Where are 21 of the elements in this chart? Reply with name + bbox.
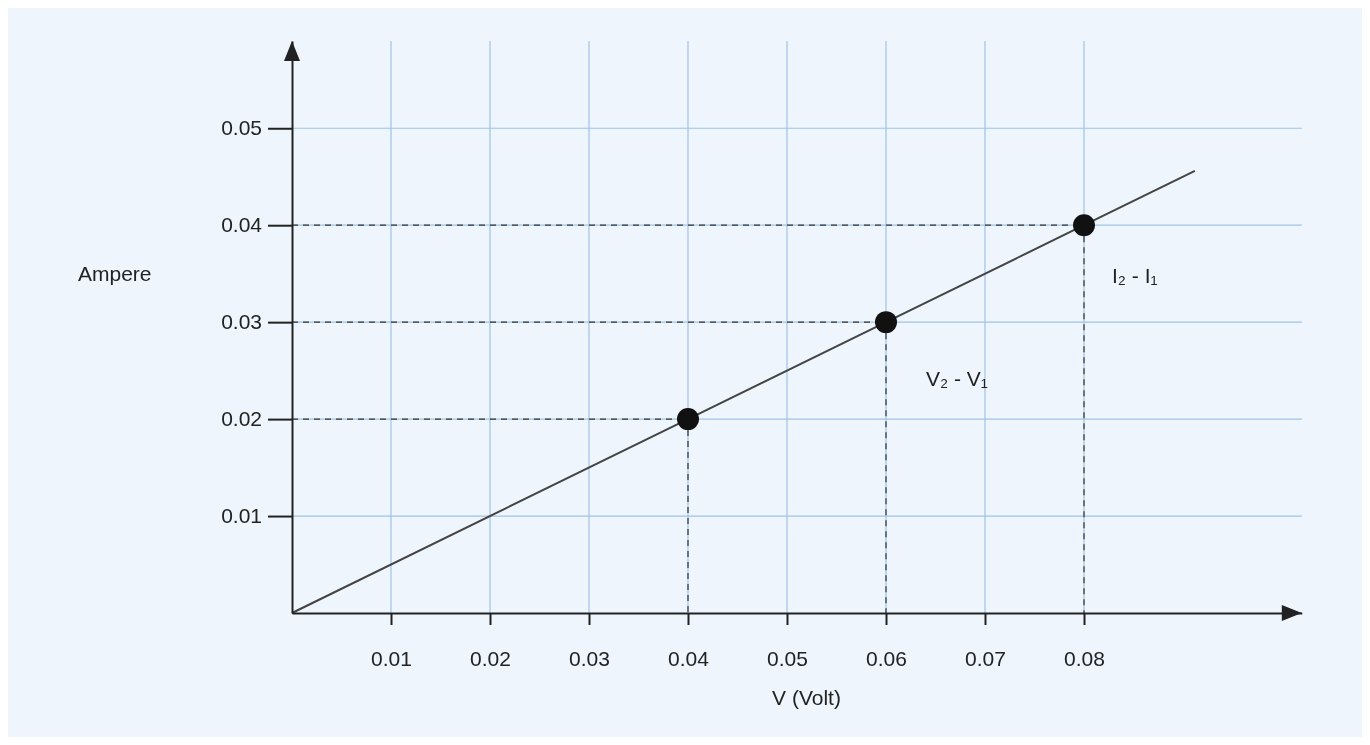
point [1073, 214, 1095, 237]
y-tick-label: 0.04 [221, 213, 263, 237]
x-tick-label: 0.07 [965, 646, 1006, 670]
y-tick-label: 0.03 [221, 310, 262, 334]
line-series [291, 169, 1196, 614]
y-tick-label: 0.02 [221, 407, 262, 431]
annotation: I₂ - I₁ [1112, 264, 1158, 288]
x-tick-label: 0.06 [866, 646, 907, 670]
point [677, 408, 699, 431]
x-tick-label: 0.03 [569, 646, 610, 670]
x-tick-label: 0.01 [371, 646, 412, 670]
annotation: V₂ - V₁ [926, 367, 988, 391]
x-axis-title: V (Volt) [772, 686, 841, 709]
y-tick-label: 0.05 [221, 116, 262, 140]
y-tick-label: 0.01 [221, 504, 262, 528]
x-tick-label: 0.04 [668, 646, 710, 670]
point [875, 311, 897, 334]
x-tick-label: 0.05 [767, 646, 808, 670]
x-tick-label: 0.02 [470, 646, 511, 670]
x-tick-label: 0.08 [1064, 646, 1105, 670]
y-axis-title: Ampere [78, 261, 152, 285]
